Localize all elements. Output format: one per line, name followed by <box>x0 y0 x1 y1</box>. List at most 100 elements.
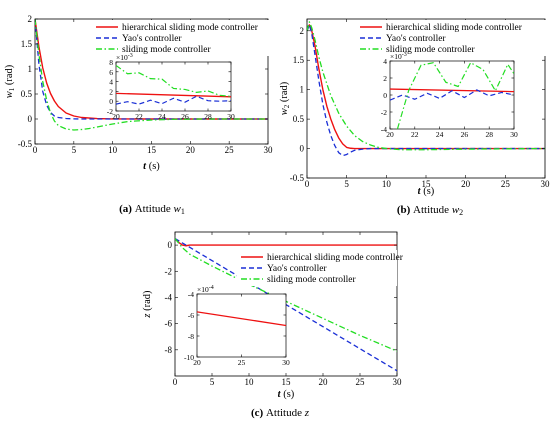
y-axis-label: z (rad) <box>142 290 153 319</box>
legend-entry-0: hierarchical sliding mode controller <box>267 253 404 263</box>
inset-y-tick-label: 2 <box>109 87 113 96</box>
x-tick-label: 0 <box>33 145 38 155</box>
inset-x-tick-label: 20 <box>386 130 394 139</box>
x-axis-label: t (s) <box>278 389 295 400</box>
y-tick-label: 0 <box>28 114 33 124</box>
inset-exponent-label: ×10-3 <box>390 52 407 61</box>
inset-exponent-label: ×10-3 <box>116 53 133 62</box>
inset-x-tick-label: 22 <box>135 112 143 121</box>
legend-box <box>356 20 546 56</box>
series-line-1 <box>35 19 268 120</box>
x-tick-label: 10 <box>108 145 118 155</box>
inset-y-tick-label: 8 <box>109 58 113 67</box>
panel-caption: (b) Attitude w2 <box>397 204 463 217</box>
panel-caption: (c) Attitude z <box>251 407 310 419</box>
x-tick-label: 25 <box>356 377 366 387</box>
x-tick-label: 20 <box>461 179 471 189</box>
inset-series-line-1 <box>390 89 514 101</box>
inset-x-tick-label: 28 <box>204 112 212 121</box>
y-tick-label: 2 <box>28 14 33 24</box>
inset-y-tick-label: -10 <box>184 353 194 362</box>
y-tick-label: 0.5 <box>21 89 33 99</box>
inset-x-tick-label: 26 <box>181 112 189 121</box>
legend-entry-2: sliding mode controller <box>122 45 211 55</box>
legend-entry-1: Yao's controller <box>386 34 446 44</box>
y-tick-label: -0.5 <box>290 173 305 183</box>
inset-x-tick-label: 20 <box>193 358 201 367</box>
x-tick-label: 25 <box>225 145 235 155</box>
inset-x-tick-label: 25 <box>238 358 246 367</box>
x-tick-label: 15 <box>422 179 432 189</box>
y-tick-label: -6 <box>165 319 173 329</box>
x-tick-label: 15 <box>147 145 157 155</box>
y-tick-label: 0 <box>300 144 305 154</box>
plot-frame <box>115 61 232 112</box>
inset-y-tick-label: -4 <box>381 125 387 134</box>
x-axis-label: t (s) <box>418 186 435 197</box>
inset-series-line-2 <box>396 62 514 129</box>
y-tick-label: -0.5 <box>18 139 33 149</box>
x-tick-label: 30 <box>393 377 403 387</box>
inset-x-tick-label: 24 <box>436 130 444 139</box>
inset-y-tick-label: -2 <box>107 107 113 116</box>
legend: hierarchical sliding mode controllerYao'… <box>356 20 546 56</box>
x-tick-label: 15 <box>282 377 292 387</box>
series-line-0 <box>307 24 545 150</box>
legend-entry-0: hierarchical sliding mode controller <box>386 23 523 33</box>
x-tick-label: 0 <box>173 377 178 387</box>
inset-y-tick-label: -8 <box>188 332 194 341</box>
inset-chart: 20 25 30 -10 -8 -6 -4×10-4 <box>184 285 290 367</box>
legend-entry-0: hierarchical sliding mode controller <box>122 23 259 33</box>
y-axis-label: w2 (rad) <box>279 81 291 115</box>
inset-series-line-1 <box>116 95 231 105</box>
legend: hierarchical sliding mode controllerYao'… <box>237 250 404 286</box>
inset-y-tick-label: 4 <box>109 78 113 87</box>
plot-frame <box>196 293 287 358</box>
x-tick-label: 5 <box>344 179 349 189</box>
inset-exponent-label: ×10-4 <box>197 285 214 294</box>
inset-y-tick-label: 2 <box>383 74 387 83</box>
x-tick-label: 30 <box>264 145 274 155</box>
inset-series-line-0 <box>116 92 231 98</box>
y-tick-label: 1.5 <box>21 39 33 49</box>
y-tick-label: -2 <box>165 266 173 276</box>
x-tick-label: 25 <box>501 179 511 189</box>
series-line-2 <box>175 238 397 352</box>
inset-y-tick-label: -2 <box>381 108 387 117</box>
plot-frame <box>389 60 515 130</box>
inset-x-tick-label: 30 <box>510 130 518 139</box>
legend-box <box>92 20 270 56</box>
x-tick-label: 5 <box>72 145 77 155</box>
legend-box <box>237 250 397 286</box>
y-tick-label: 1.5 <box>293 55 305 65</box>
y-tick-label: 0 <box>168 240 173 250</box>
x-tick-label: 10 <box>382 179 392 189</box>
inset-y-tick-label: -6 <box>188 311 194 320</box>
inset-x-tick-label: 30 <box>282 358 290 367</box>
y-tick-label: 2 <box>300 26 305 36</box>
x-axis-label: t (s) <box>143 161 160 172</box>
panel-caption: (a) Attitude w1 <box>119 203 185 216</box>
inset-y-tick-label: 4 <box>383 57 387 66</box>
y-tick-label: -8 <box>165 345 173 355</box>
inset-y-tick-label: 6 <box>109 68 113 77</box>
x-tick-label: 0 <box>305 179 310 189</box>
legend-entry-2: sliding mode controller <box>386 45 475 55</box>
series-line-1 <box>307 24 545 157</box>
series-line-2 <box>307 21 545 151</box>
legend-entry-1: Yao's controller <box>267 264 327 274</box>
inset-x-tick-label: 20 <box>112 112 120 121</box>
inset-y-tick-label: -4 <box>188 290 194 299</box>
x-tick-label: 30 <box>541 179 550 189</box>
y-tick-label: 1 <box>28 64 33 74</box>
y-tick-label: -4 <box>165 292 173 302</box>
x-tick-label: 10 <box>245 377 255 387</box>
inset-y-tick-label: 0 <box>109 97 113 106</box>
chart-panel-c: 0 5 10 15 20 25 30 -8 -6 -4 -2 0 z (rad) t (s) hierarc… <box>142 231 404 419</box>
series-line-2 <box>35 19 268 131</box>
